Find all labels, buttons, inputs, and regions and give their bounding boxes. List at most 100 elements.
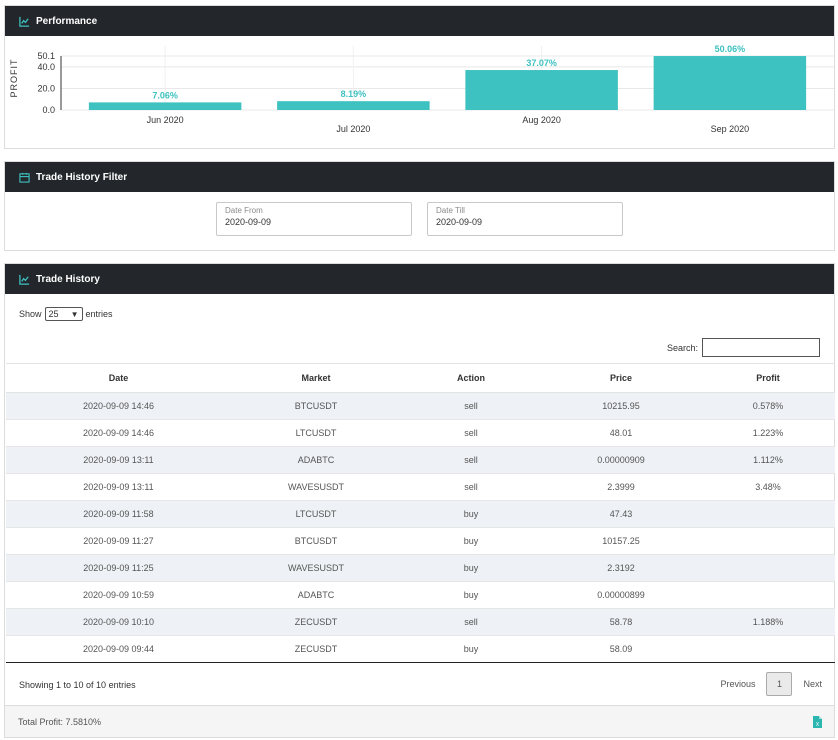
cell-market: ZECUSDT [231,635,401,663]
y-tick-label: 40.0 [37,62,55,72]
cell-market: LTCUSDT [231,500,401,528]
cell-date: 2020-09-09 10:10 [6,608,231,636]
entries-select[interactable]: 25 ▼ [44,307,83,321]
entries-value: 25 [48,309,59,319]
x-tick-label: Sep 2020 [711,124,750,134]
cell-profit: 1.188% [701,608,835,636]
table-row: 2020-09-09 13:11 WAVESUSDT sell 2.3999 3.48% [6,473,835,501]
file-excel-icon[interactable]: X [813,716,822,728]
cell-date: 2020-09-09 11:27 [6,527,231,555]
x-tick-label: Jun 2020 [147,115,184,125]
cell-action: buy [401,527,541,555]
cell-profit: 1.112% [701,446,835,474]
table-row: 2020-09-09 11:58 LTCUSDT buy 47.43 [6,500,835,528]
trade-history-table: Date Market Action Price Profit 2020-09-… [6,363,835,663]
table-row: 2020-09-09 10:10 ZECUSDT sell 58.78 1.188% [6,608,835,636]
cell-price: 58.78 [541,608,701,636]
bar [653,56,807,110]
table-info: Showing 1 to 10 of 10 entries [19,680,136,690]
table-row: 2020-09-09 14:46 LTCUSDT sell 48.01 1.223% [6,419,835,447]
previous-button[interactable]: Previous [720,679,756,689]
cell-profit [701,527,835,555]
cell-price: 2.3999 [541,473,701,501]
y-axis-label: PROFIT [9,59,19,98]
column-header-profit[interactable]: Profit [701,363,835,393]
cell-date: 2020-09-09 11:25 [6,554,231,582]
bar [465,70,618,110]
bar [88,102,242,110]
svg-text:X: X [816,722,820,728]
cell-action: sell [401,446,541,474]
cell-action: sell [401,419,541,447]
bar-data-label: 50.06% [715,44,746,54]
cell-market: BTCUSDT [231,527,401,555]
table-row: 2020-09-09 11:25 WAVESUSDT buy 2.3192 [6,554,835,582]
trade-history-card: Trade History Show 25 ▼ entries Search: … [4,263,835,738]
x-tick-label: Aug 2020 [522,115,561,125]
cell-date: 2020-09-09 13:11 [6,446,231,474]
calendar-icon [19,172,30,183]
cell-date: 2020-09-09 14:46 [6,419,231,447]
cell-market: LTCUSDT [231,419,401,447]
total-profit: Total Profit: 7.5810% [18,716,102,727]
search-label: Search: [666,342,698,353]
bar-data-label: 37.07% [526,58,557,68]
chart-line-icon [19,16,30,27]
cell-profit: 3.48% [701,473,835,501]
column-header-action[interactable]: Action [401,363,541,393]
chart-line-icon [19,274,30,285]
cell-date: 2020-09-09 11:58 [6,500,231,528]
cell-date: 2020-09-09 09:44 [6,635,231,663]
cell-price: 58.09 [541,635,701,663]
date-from-field[interactable]: Date From 2020-09-09 [216,202,412,236]
date-till-value[interactable]: 2020-09-09 [436,217,483,227]
bar [277,101,430,110]
cell-action: buy [401,500,541,528]
show-label: Show [19,309,42,319]
cell-date: 2020-09-09 10:59 [6,581,231,609]
column-header-date[interactable]: Date [6,363,231,393]
cell-profit: 0.578% [701,392,835,420]
table-row: 2020-09-09 10:59 ADABTC buy 0.00000899 [6,581,835,609]
performance-title: Performance [36,15,98,27]
cell-price: 48.01 [541,419,701,447]
column-header-price[interactable]: Price [541,363,701,393]
cell-profit [701,581,835,609]
cell-action: buy [401,554,541,582]
table-row: 2020-09-09 13:11 ADABTC sell 0.00000909 1.11… [6,446,835,474]
entries-length-control: Show 25 ▼ entries [19,307,113,321]
cell-profit: 1.223% [701,419,835,447]
cell-price: 0.00000899 [541,581,701,609]
trade-history-filter-card: Trade History Filter Date From 2020-09-0… [4,161,835,251]
bar-data-label: 7.06% [152,90,178,100]
cell-price: 0.00000909 [541,446,701,474]
cell-date: 2020-09-09 14:46 [6,392,231,420]
date-till-field[interactable]: Date Till 2020-09-09 [427,202,623,236]
filter-header: Trade History Filter [5,162,834,192]
cell-price: 10215.95 [541,392,701,420]
page-1-button[interactable]: 1 [766,672,793,696]
performance-header: Performance [5,6,834,36]
y-tick-label: 20.0 [37,83,55,93]
history-title: Trade History [36,273,100,285]
search-control: Search: [667,338,820,357]
performance-chart: PROFIT 0.0 20.0 40.050.1 7.06% Jun 2020 8.19% J… [9,44,834,134]
cell-market: BTCUSDT [231,392,401,420]
date-from-value[interactable]: 2020-09-09 [225,217,272,227]
table-footer: Total Profit: 7.5810% X [5,705,834,737]
y-tick-label: 0.0 [42,105,55,115]
y-tick-label: 50.1 [37,51,55,61]
cell-market: WAVESUSDT [231,473,401,501]
next-button[interactable]: Next [803,679,822,689]
search-input[interactable] [702,338,820,357]
cell-profit [701,500,835,528]
date-till-label: Date Till [436,206,465,215]
column-header-market[interactable]: Market [231,363,401,393]
cell-profit [701,554,835,582]
filter-title: Trade History Filter [36,171,128,183]
cell-action: sell [401,473,541,501]
table-header-row: Date Market Action Price Profit [6,363,835,393]
table-row: 2020-09-09 14:46 BTCUSDT sell 10215.95 0.578… [6,392,835,420]
date-from-label: Date From [225,206,263,215]
table-row: 2020-09-09 09:44 ZECUSDT buy 58.09 [6,635,835,663]
